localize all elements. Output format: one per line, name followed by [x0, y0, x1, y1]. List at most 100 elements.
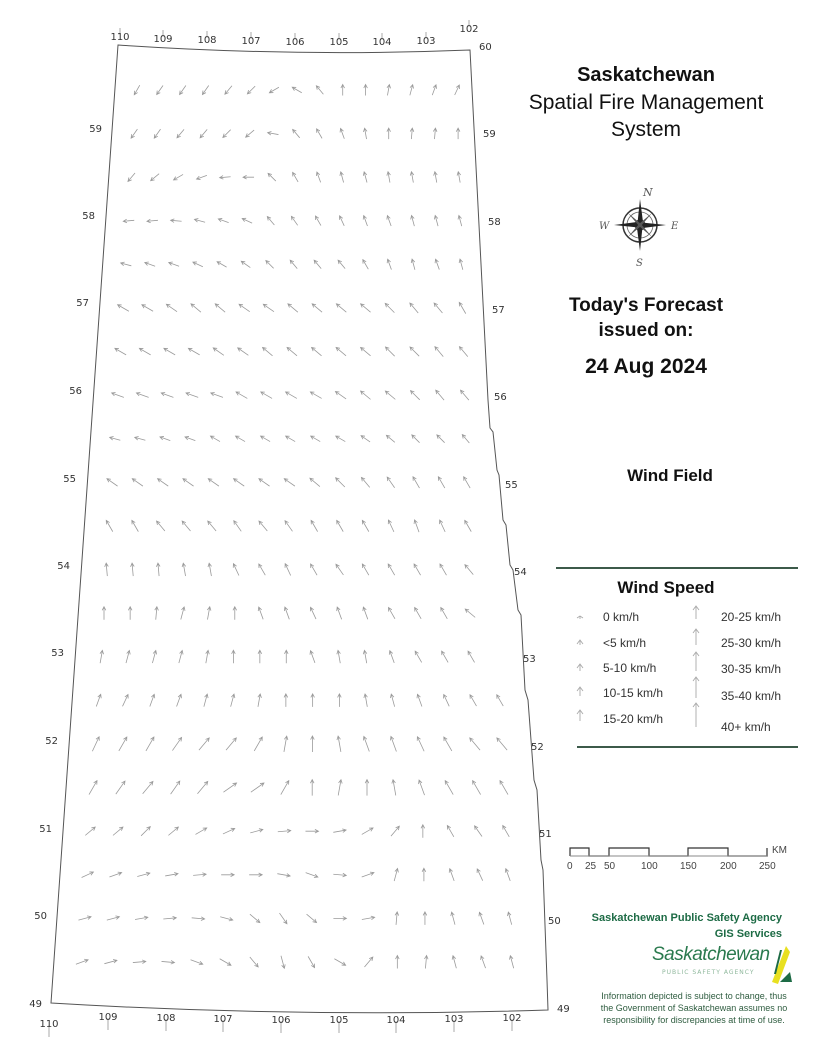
compass-n: N — [642, 186, 653, 199]
compass-s: S — [636, 258, 643, 269]
wind-arrow — [130, 562, 135, 577]
wind-arrow — [362, 171, 368, 183]
wind-arrow — [179, 85, 187, 96]
wind-arrow — [499, 779, 509, 795]
wind-arrow — [440, 606, 448, 620]
wind-arrow — [122, 218, 135, 224]
wind-arrow — [134, 915, 149, 920]
legend-arrow-icon — [692, 628, 700, 645]
wind-arrow — [159, 436, 171, 442]
wind-arrow — [316, 128, 323, 139]
wind-arrow — [257, 649, 263, 664]
legend-item-label: 20-25 km/h — [721, 610, 782, 624]
wind-arrow — [464, 608, 476, 618]
lon-top-label: 106 — [285, 37, 304, 48]
compass-w: W — [599, 221, 610, 232]
wind-arrow — [135, 392, 149, 398]
lat-right-label: 51 — [539, 829, 552, 840]
wind-arrow — [456, 170, 461, 183]
wind-arrow — [119, 261, 132, 267]
legend-arrow-icon — [692, 676, 700, 698]
wind-arrow — [283, 478, 296, 487]
wind-arrow — [384, 302, 395, 313]
wind-arrow — [444, 779, 454, 795]
wind-arrow — [127, 172, 136, 183]
wind-arrow — [207, 605, 212, 620]
wind-arrow — [277, 828, 292, 834]
subtitle-line2: System — [610, 118, 681, 141]
lat-left-label: 51 — [39, 824, 52, 835]
wind-arrow — [131, 519, 139, 532]
lat-left-label: 49 — [29, 999, 42, 1010]
scale-unit: KM — [772, 845, 787, 856]
wind-arrow — [305, 872, 319, 878]
lat-right-label: 52 — [531, 742, 544, 753]
wind-arrow — [337, 259, 346, 269]
lon-top-label: 107 — [241, 36, 260, 47]
lon-top-label: 103 — [416, 36, 435, 47]
wind-arrow — [424, 954, 429, 969]
wind-arrow — [409, 83, 414, 96]
wind-arrow — [478, 911, 485, 925]
disclaimer-line: Information depicted is subject to chang… — [601, 991, 787, 1001]
wind-arrow — [242, 175, 255, 180]
wind-arrow — [156, 85, 164, 96]
wind-arrow — [249, 872, 264, 877]
wind-arrow — [496, 737, 508, 751]
wind-arrow — [209, 435, 221, 442]
wind-arrow — [104, 562, 109, 577]
wind-arrow — [235, 391, 248, 399]
wind-arrow — [232, 605, 237, 620]
wind-arrow — [420, 823, 426, 838]
wind-arrow — [315, 171, 322, 183]
wind-arrow — [502, 824, 510, 838]
wind-arrow — [414, 606, 422, 620]
lon-top-label: 102 — [459, 24, 478, 35]
legend-arrow-icon — [576, 686, 584, 696]
wind-arrow — [333, 872, 348, 878]
wind-arrow — [434, 345, 444, 357]
wind-arrow — [386, 127, 391, 140]
lat-right-label: 50 — [548, 916, 561, 927]
scale-tick-label: 150 — [680, 861, 697, 872]
wind-arrow — [222, 827, 236, 835]
disclaimer-line: the Government of Saskatchewan assumes n… — [600, 1003, 788, 1013]
wind-arrow — [146, 218, 158, 224]
lon-bottom-label: 106 — [271, 1015, 290, 1026]
wind-arrow — [334, 435, 346, 442]
lon-top-label: 109 — [153, 34, 172, 45]
wind-arrow — [207, 562, 212, 577]
wind-arrow — [361, 827, 374, 835]
wind-arrow — [480, 955, 486, 969]
wind-arrow — [187, 347, 200, 356]
wind-arrow — [250, 828, 264, 834]
wind-arrow — [334, 958, 347, 966]
wind-arrow — [394, 911, 400, 925]
wind-arrow — [262, 303, 275, 313]
wind-arrow — [364, 778, 370, 796]
wind-arrow — [410, 214, 415, 227]
wind-arrow — [313, 259, 322, 269]
wind-arrow — [266, 215, 275, 226]
graticule-ticks — [48, 20, 513, 1037]
wind-arrow — [435, 389, 445, 401]
wind-arrow — [267, 172, 277, 182]
wind-arrow — [364, 956, 374, 968]
wind-arrow — [290, 215, 299, 226]
wind-arrow — [132, 959, 147, 964]
wind-arrow — [418, 779, 425, 796]
scale-tick-label: 100 — [641, 861, 658, 872]
scale-tick-label: 200 — [720, 861, 737, 872]
wind-arrow — [335, 346, 347, 357]
wind-arrow — [265, 259, 274, 269]
wind-arrow — [336, 519, 344, 532]
wind-arrow — [362, 649, 368, 664]
wind-arrow — [199, 129, 208, 139]
wind-arrow — [167, 261, 180, 267]
wind-arrow — [156, 562, 161, 577]
legend-arrow-icon — [576, 709, 584, 721]
wind-arrow — [112, 826, 124, 836]
agency-department: GIS Services — [714, 928, 782, 940]
lat-left-label: 57 — [76, 298, 89, 309]
wind-arrow — [223, 782, 238, 793]
